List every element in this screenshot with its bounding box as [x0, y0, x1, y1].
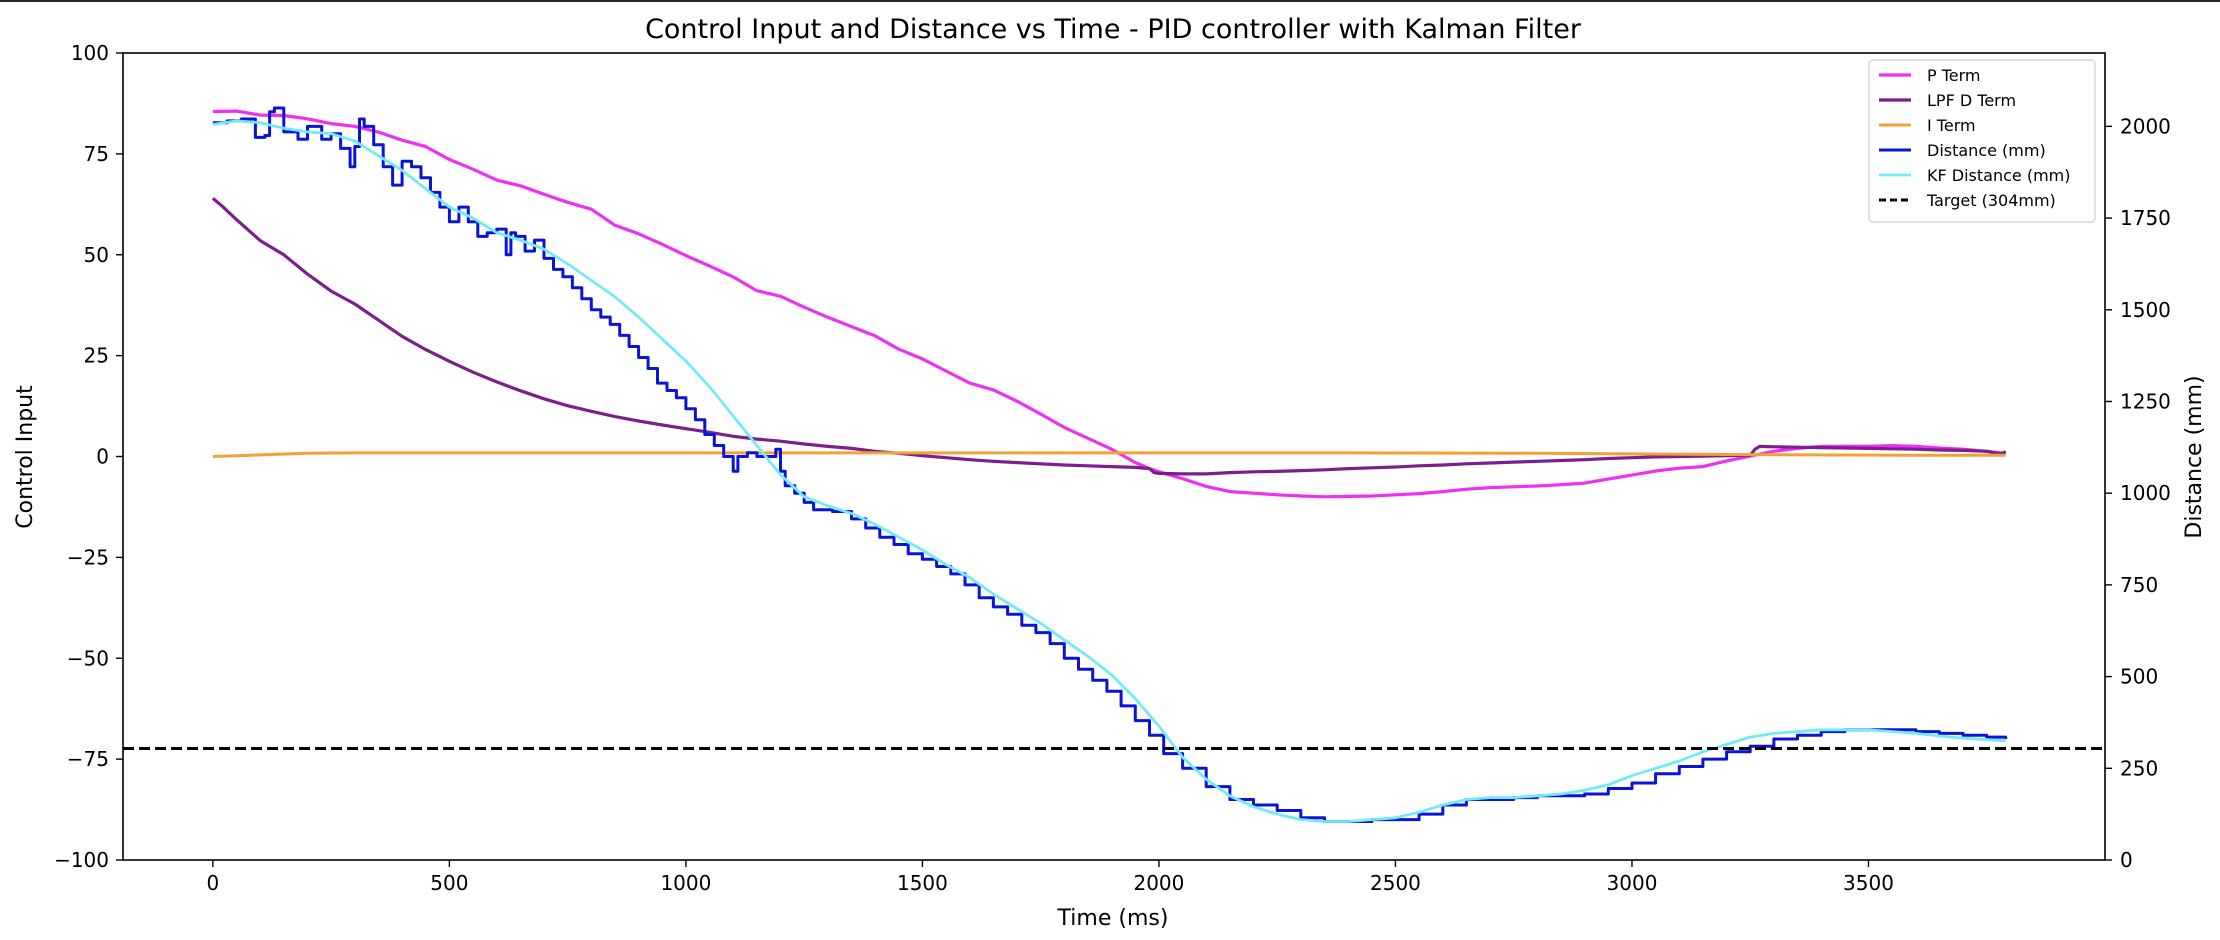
y2-tick-label: 500: [2120, 665, 2158, 689]
x-tick-label: 3500: [1843, 871, 1894, 895]
legend-label-target-304mm: Target (304mm): [1926, 191, 2056, 210]
x-tick-label: 2000: [1133, 871, 1184, 895]
x-axis-label: Time (ms): [1057, 906, 1169, 931]
legend-label-kf-distance-mm: KF Distance (mm): [1927, 166, 2070, 185]
y-tick-label: 75: [84, 142, 109, 166]
x-tick-label: 500: [430, 871, 468, 895]
series-line-lpf-d-term: [211, 197, 2007, 476]
y2-tick-label: 1500: [2120, 298, 2171, 322]
y-tick-label: −25: [67, 545, 109, 569]
legend-label-i-term: I Term: [1927, 116, 1976, 135]
y2-tick-label: 250: [2120, 756, 2158, 780]
legend-box: [1868, 59, 2096, 223]
x-tick-label: 1000: [660, 871, 711, 895]
y-axis-label: Control Input: [13, 385, 38, 529]
top-border-line: [0, 0, 2220, 2]
y2-tick-label: 1250: [2120, 389, 2171, 413]
x-tick-label: 2500: [1370, 871, 1421, 895]
y-tick-label: −75: [67, 747, 109, 771]
series-line-distance-mm: [212, 106, 2008, 823]
y2-tick-label: 2000: [2120, 114, 2171, 138]
y2-tick-label: 1000: [2120, 481, 2171, 505]
y-tick-label: 0: [96, 445, 109, 469]
legend-label-distance-mm: Distance (mm): [1927, 141, 2046, 160]
legend: P Term LPF D Term I Term Distance (mm) KF Di…: [1868, 59, 2096, 223]
legend-label-lpf-d-term: LPF D Term: [1927, 91, 2016, 110]
legend-label-p-term: P Term: [1927, 66, 1981, 85]
y-tick-label: 50: [84, 243, 109, 267]
y-tick-label: 25: [84, 344, 109, 368]
y2-tick-label: 0: [2120, 848, 2133, 872]
y2-axis-label: Distance (mm): [2182, 375, 2207, 538]
y2-tick-label: 750: [2120, 573, 2158, 597]
y-tick-label: 100: [71, 41, 109, 65]
y-tick-label: −50: [67, 646, 109, 670]
chart-title: Control Input and Distance vs Time - PID…: [645, 14, 1582, 45]
y-tick-label: −100: [54, 848, 109, 872]
y2-tick-label: 1750: [2120, 206, 2171, 230]
series-line-kf-distance-mm: [212, 119, 2006, 823]
series-layer: [123, 106, 2105, 823]
x-tick-label: 3000: [1607, 871, 1658, 895]
x-tick-label: 0: [207, 871, 220, 895]
ticks-layer: 0 500 1000 1500 2000 2500 3000 35001007550250−2…: [54, 41, 2171, 895]
series-line-p-term: [212, 109, 2006, 499]
x-tick-label: 1500: [897, 871, 948, 895]
series-line-i-term: [212, 451, 2006, 458]
